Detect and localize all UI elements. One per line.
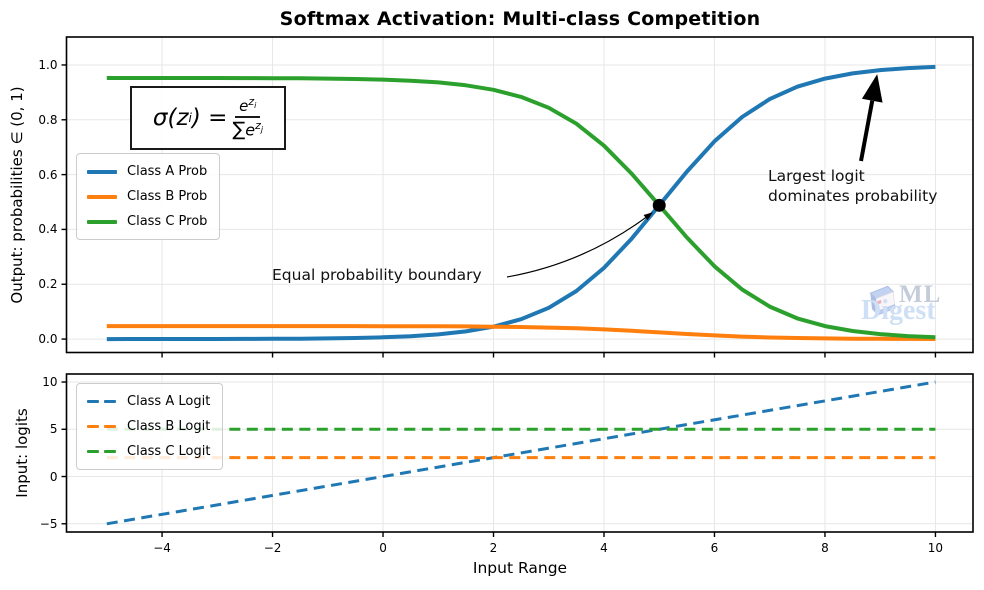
class-a-line-swatch	[87, 169, 117, 174]
formula-num-base: e	[239, 97, 249, 116]
legend-item-class-c-prob: Class C Prob	[87, 209, 207, 234]
y-axis-label-logits: Input: logits	[13, 408, 31, 498]
legend-item-class-a-logit: Class A Logit	[87, 389, 210, 414]
formula-den-exponent: z	[255, 119, 261, 133]
annotation-largest-logit-line2: dominates probability	[768, 186, 938, 205]
formula-fraction: ezi ∑ezj	[232, 96, 263, 139]
annotation-largest-logit: Largest logit dominates probability	[768, 167, 937, 206]
legend-item-class-b-logit: Class B Logit	[87, 414, 210, 439]
legend-logits: Class A Logit Class B Logit Class C Logi…	[76, 383, 224, 470]
legend-probabilities: Class A Prob Class B Prob Class C Prob	[76, 153, 221, 240]
class-c-dashed-swatch	[87, 449, 117, 454]
legend-label-class-b-prob: Class B Prob	[127, 189, 208, 204]
formula-den-base: e	[245, 120, 256, 140]
chart-title: Softmax Activation: Multi-class Competit…	[279, 8, 761, 30]
legend-label-class-c-logit: Class C Logit	[127, 444, 211, 459]
x-axis-label: Input Range	[472, 559, 568, 577]
formula-num-exp-sub: i	[254, 101, 257, 111]
softmax-formula-box: σ(z i) = ezi ∑ezj	[130, 86, 286, 150]
class-c-line-swatch	[87, 219, 117, 224]
legend-label-class-b-logit: Class B Logit	[127, 419, 211, 434]
legend-label-class-a-logit: Class A Logit	[127, 394, 211, 409]
sum-symbol: ∑	[232, 118, 246, 141]
class-b-dashed-swatch	[87, 424, 117, 429]
class-a-dashed-swatch	[87, 399, 117, 404]
formula-den-exp-sub: j	[260, 125, 264, 135]
formula-lhs-subscript: i	[188, 111, 192, 125]
y-axis-label-probabilities: Output: probabilities ∈ (0, 1)	[8, 86, 26, 304]
legend-label-class-c-prob: Class C Prob	[127, 214, 208, 229]
legend-item-class-a-prob: Class A Prob	[87, 159, 207, 184]
formula-denominator: ∑ezj	[232, 118, 263, 139]
formula-equals: ) =	[191, 105, 228, 131]
legend-label-class-a-prob: Class A Prob	[127, 164, 208, 179]
class-b-line-swatch	[87, 194, 117, 199]
formula-num-exponent: z	[248, 95, 255, 109]
legend-item-class-c-logit: Class C Logit	[87, 439, 210, 464]
annotation-equal-probability: Equal probability boundary	[272, 266, 482, 284]
formula-lhs: σ(z	[152, 105, 189, 131]
formula-numerator: ezi	[235, 95, 261, 119]
annotation-largest-logit-line1: Largest logit	[768, 167, 865, 185]
legend-item-class-b-prob: Class B Prob	[87, 184, 207, 209]
